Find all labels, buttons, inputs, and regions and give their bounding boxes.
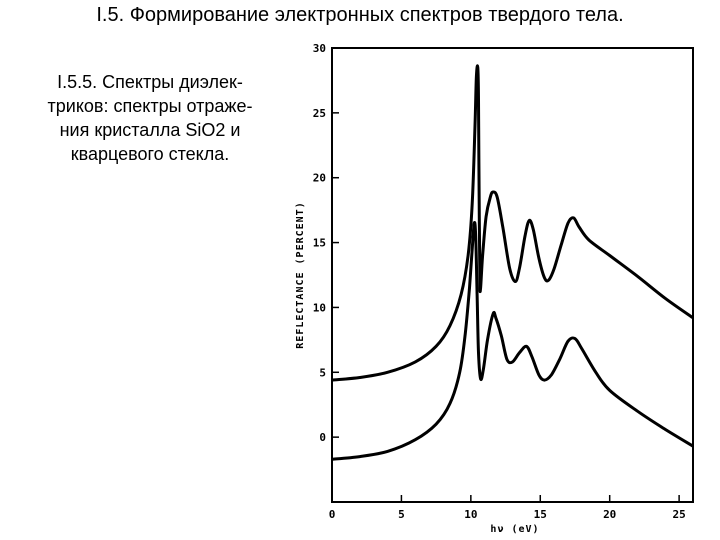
y-tick-label: 5 [319, 366, 326, 379]
y-tick-label: 15 [313, 237, 326, 250]
chart-axes [331, 47, 694, 503]
y-tick-label: 25 [313, 107, 326, 120]
subtitle-line: I.5.5. Спектры диэлек- [57, 72, 243, 92]
page-title: I.5. Формирование электронных спектров т… [96, 4, 624, 26]
y-tick-label: 20 [313, 172, 326, 185]
y-tick-label: 0 [319, 431, 326, 444]
x-tick-label: 10 [464, 508, 477, 521]
x-tick-label: 15 [534, 508, 547, 521]
y-tick-label: 30 [313, 42, 326, 55]
plot-frame [331, 47, 694, 503]
slide-subtitle: I.5.5. Спектры диэлек- триков: спектры о… [0, 70, 300, 166]
subtitle-line: триков: спектры отраже- [47, 96, 253, 116]
x-tick-label: 5 [398, 508, 405, 521]
subtitle-line: ния кристалла SiO2 и [59, 120, 241, 140]
x-tick-label: 20 [603, 508, 616, 521]
chart-ticks: 0 5 10 15 20 25 0 5 10 15 20 25 30 [313, 42, 686, 521]
x-tick-label: 0 [329, 508, 336, 521]
series-line-1 [331, 64, 694, 382]
y-axis-label: REFLECTANCE (PERCENT) [295, 201, 306, 348]
series-line-2 [331, 221, 694, 461]
x-tick-label: 25 [672, 508, 685, 521]
chart-series [331, 64, 694, 461]
x-axis-label: hν (eV) [490, 524, 539, 535]
subtitle-line: кварцевого стекла. [70, 144, 230, 164]
y-tick-label: 10 [313, 301, 326, 314]
